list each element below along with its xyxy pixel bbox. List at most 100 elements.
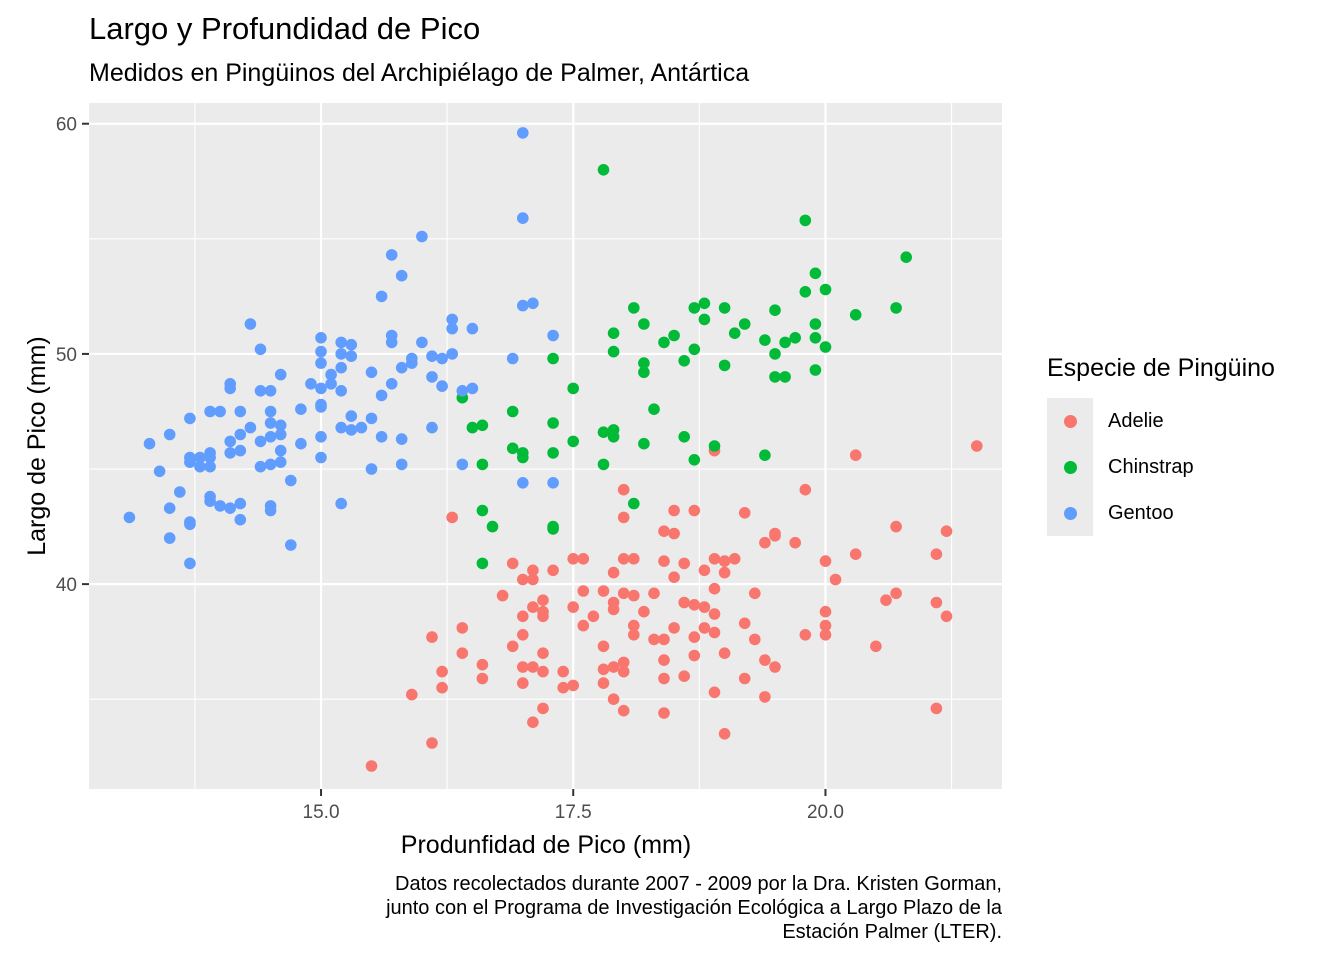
data-point (123, 511, 136, 524)
data-point (224, 447, 236, 459)
data-point (668, 622, 680, 634)
legend-key (1047, 444, 1093, 490)
data-point (547, 417, 559, 429)
data-point (365, 463, 378, 475)
data-point (628, 302, 640, 314)
data-point (617, 656, 630, 669)
data-point (406, 357, 418, 369)
data-point (456, 647, 469, 659)
data-point (496, 589, 509, 602)
data-point (375, 389, 388, 402)
data-point (466, 322, 479, 335)
data-point (799, 483, 812, 496)
data-point (325, 368, 337, 381)
data-point (517, 299, 529, 312)
data-point (163, 428, 176, 441)
data-point (264, 458, 277, 471)
data-point (628, 589, 640, 602)
data-point (728, 553, 741, 565)
minor-gridlines (89, 103, 1002, 789)
legend-title: Especie de Pingüino (1047, 354, 1275, 382)
data-point (759, 536, 771, 549)
data-point (527, 297, 539, 310)
data-point (688, 302, 701, 314)
data-point (506, 405, 519, 418)
data-point (517, 610, 529, 623)
data-point (446, 322, 459, 335)
data-point (779, 336, 791, 349)
data-point (345, 338, 358, 351)
data-point (385, 249, 398, 261)
data-point (688, 343, 701, 356)
data-point (738, 507, 751, 519)
data-point (274, 456, 287, 468)
data-point (708, 608, 721, 620)
data-point (426, 421, 438, 434)
data-point (315, 382, 327, 395)
y-axis: 40 50 60 (56, 115, 89, 596)
data-point (234, 444, 247, 457)
data-point (607, 603, 620, 616)
data-point (506, 557, 519, 570)
data-point (668, 527, 680, 540)
data-point (658, 633, 670, 646)
data-point (537, 605, 549, 618)
data-point (617, 665, 630, 678)
data-point (668, 329, 680, 342)
data-point (658, 707, 670, 719)
data-point (607, 431, 620, 443)
y-axis-label: Largo de Pico (mm) (23, 336, 51, 556)
data-point (315, 398, 327, 411)
data-point (204, 405, 216, 418)
data-point (527, 573, 539, 586)
data-point (698, 601, 711, 613)
data-point (214, 500, 226, 512)
legend-item-gentoo: Gentoo (1047, 490, 1275, 536)
data-point (930, 548, 943, 560)
data-point (395, 361, 408, 374)
data-point (537, 647, 549, 659)
data-point (769, 304, 781, 317)
data-point (163, 502, 176, 514)
data-point (426, 631, 438, 643)
data-point (728, 327, 741, 340)
data-point (607, 693, 620, 705)
data-point (567, 382, 579, 395)
data-point (517, 661, 529, 673)
data-point (517, 127, 529, 139)
data-point (547, 520, 559, 533)
data-point (547, 564, 559, 577)
data-point (476, 658, 489, 671)
data-point (597, 677, 610, 689)
data-point (335, 348, 348, 360)
data-point (446, 313, 459, 326)
data-point (254, 435, 267, 448)
data-point (971, 440, 983, 452)
data-point (617, 553, 630, 565)
data-point (799, 286, 812, 298)
data-point (567, 435, 579, 448)
data-point (819, 605, 832, 618)
data-point (264, 405, 277, 418)
data-point (335, 421, 348, 434)
data-point (678, 355, 690, 367)
data-point (547, 477, 559, 489)
data-point (506, 442, 519, 455)
data-point (678, 596, 690, 609)
data-point (295, 437, 307, 450)
data-point (718, 359, 731, 372)
data-point (900, 251, 912, 263)
data-point (506, 640, 519, 653)
data-point (769, 371, 781, 383)
data-point (537, 702, 549, 715)
data-point (809, 267, 822, 280)
data-point (870, 640, 882, 653)
data-point (476, 672, 489, 685)
data-point (365, 412, 378, 425)
data-point (476, 419, 489, 432)
data-point (194, 451, 206, 464)
data-point (890, 520, 902, 533)
legend-label: Gentoo (1108, 501, 1174, 524)
data-point (234, 405, 247, 418)
